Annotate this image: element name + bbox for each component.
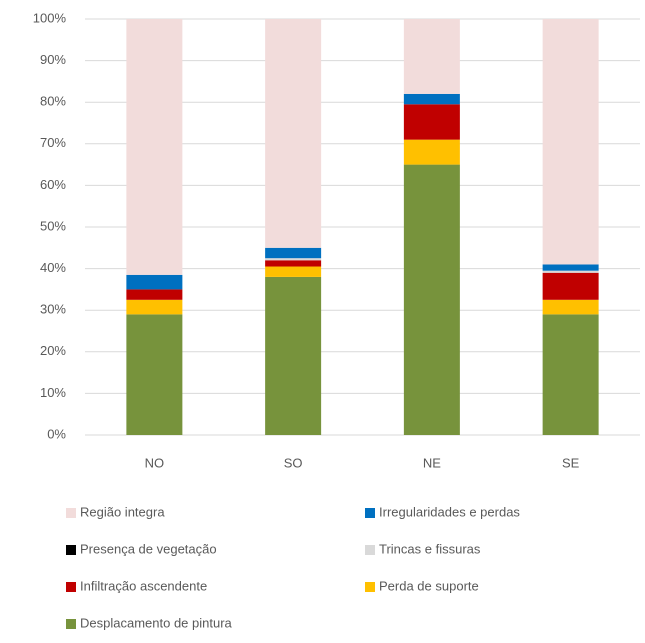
bar-segment bbox=[403, 104, 460, 140]
bar-segment bbox=[126, 289, 183, 300]
bar-segment bbox=[542, 264, 599, 271]
y-tick-label: 10% bbox=[40, 385, 66, 400]
bar-segment bbox=[126, 299, 183, 315]
bar-segment bbox=[542, 272, 599, 300]
x-tick-label: NE bbox=[423, 455, 441, 470]
legend-label: Presença de vegetação bbox=[80, 541, 217, 556]
legend-label: Irregularidades e perdas bbox=[379, 504, 520, 519]
bar-segment bbox=[265, 247, 322, 259]
bar-segment bbox=[403, 93, 460, 105]
y-tick-label: 70% bbox=[40, 135, 66, 150]
bar-segment bbox=[265, 258, 322, 261]
legend-swatch bbox=[66, 508, 76, 518]
bar-segment bbox=[542, 314, 599, 435]
y-tick-label: 60% bbox=[40, 177, 66, 192]
bar-segment bbox=[542, 299, 599, 315]
bar-segment bbox=[265, 276, 322, 435]
legend-label: Trincas e fissuras bbox=[379, 541, 481, 556]
bar-segment bbox=[542, 270, 599, 273]
legend-swatch bbox=[66, 582, 76, 592]
legend-swatch bbox=[365, 545, 375, 555]
bar-segment bbox=[126, 314, 183, 435]
legend-label: Infiltração ascendente bbox=[80, 578, 207, 593]
y-tick-label: 50% bbox=[40, 218, 66, 233]
y-tick-label: 90% bbox=[40, 52, 66, 67]
legend-swatch bbox=[66, 545, 76, 555]
y-tick-label: 0% bbox=[47, 426, 66, 441]
legend-swatch bbox=[365, 508, 375, 518]
bar-segment bbox=[126, 19, 183, 275]
bar-segment bbox=[265, 266, 322, 277]
legend-label: Perda de suporte bbox=[379, 578, 479, 593]
bar-segment bbox=[265, 19, 322, 248]
y-tick-label: 40% bbox=[40, 260, 66, 275]
legend-label: Região integra bbox=[80, 504, 165, 519]
y-tick-label: 100% bbox=[33, 10, 67, 25]
bar-segment bbox=[542, 19, 599, 265]
y-tick-label: 30% bbox=[40, 302, 66, 317]
bar-segment bbox=[403, 139, 460, 165]
x-tick-label: NO bbox=[145, 455, 165, 470]
bar-segment bbox=[126, 274, 183, 290]
legend-swatch bbox=[66, 619, 76, 629]
bar-segment bbox=[265, 260, 322, 267]
x-tick-label: SO bbox=[284, 455, 303, 470]
y-tick-label: 20% bbox=[40, 343, 66, 358]
legend-swatch bbox=[365, 582, 375, 592]
x-tick-label: SE bbox=[562, 455, 580, 470]
y-tick-label: 80% bbox=[40, 94, 66, 109]
legend-label: Desplacamento de pintura bbox=[80, 615, 233, 630]
bar-segment bbox=[403, 19, 460, 94]
bar-segment bbox=[403, 164, 460, 435]
